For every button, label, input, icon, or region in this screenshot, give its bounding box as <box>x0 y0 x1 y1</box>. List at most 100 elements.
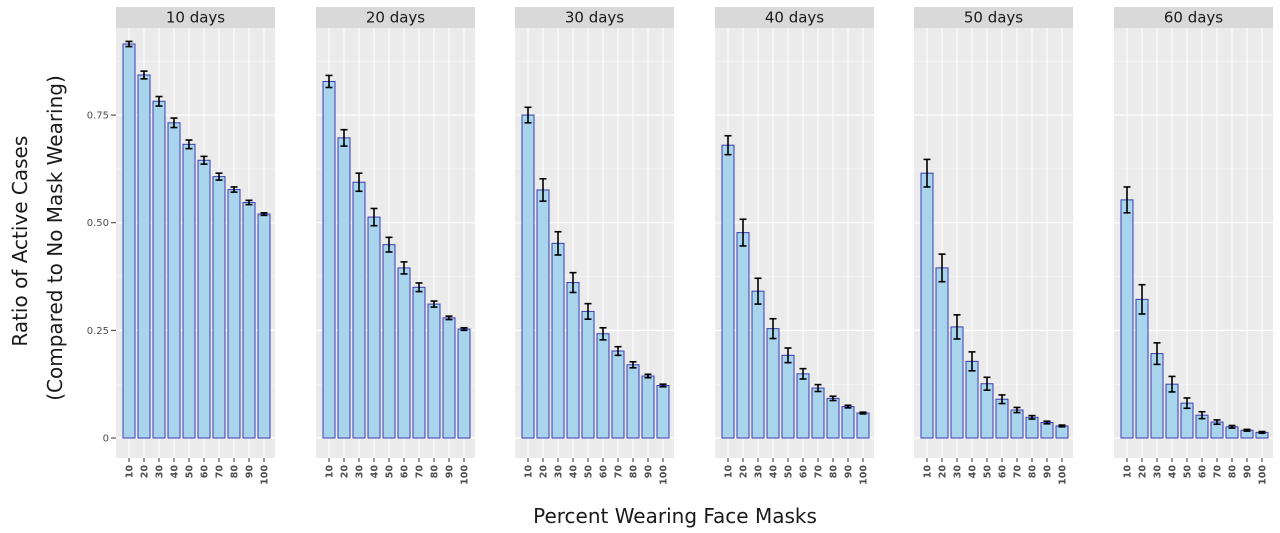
error-bar <box>799 367 807 380</box>
error-bar <box>245 199 253 206</box>
y-tick-label: 0 <box>103 434 109 445</box>
bar <box>337 137 351 439</box>
bar <box>322 80 336 439</box>
bar <box>212 176 226 439</box>
x-tick-label: 80 <box>430 465 441 479</box>
error-bar <box>1243 428 1251 432</box>
x-tick-label: 80 <box>829 465 840 479</box>
error-bar <box>769 317 777 340</box>
facet-strip-label: 40 days <box>765 9 824 27</box>
x-tick-label: 10 <box>724 465 735 479</box>
error-bar <box>814 383 822 393</box>
x-tick-label: 10 <box>524 465 535 479</box>
facet-strip-label: 30 days <box>565 9 624 27</box>
error-bar <box>968 351 976 372</box>
error-bar <box>1258 430 1266 435</box>
x-tick-label: 40 <box>370 465 381 479</box>
bar <box>856 412 870 439</box>
error-bar <box>784 347 792 364</box>
bar <box>980 383 994 439</box>
x-tick-label: 70 <box>814 465 825 479</box>
bar <box>781 354 795 439</box>
y-axis: 0 0.25 0.50 0.75 <box>87 111 116 445</box>
x-tick-label: 20 <box>140 465 151 479</box>
facet-panel: 40 days 10 20 30 40 50 60 70 80 90 100 <box>715 7 874 485</box>
x-tick-label: 40 <box>569 465 580 479</box>
error-bar <box>385 236 393 253</box>
error-bar <box>599 326 607 341</box>
error-bar <box>1028 414 1036 420</box>
bar <box>721 144 735 439</box>
bar <box>242 201 256 439</box>
error-bar <box>415 282 423 293</box>
bar <box>626 364 640 439</box>
x-tick-label: 50 <box>983 465 994 479</box>
x-tick-label: 30 <box>953 465 964 479</box>
x-tick-label: 90 <box>245 465 256 479</box>
bar <box>1055 425 1069 439</box>
x-tick-label: 60 <box>998 465 1009 479</box>
error-bar <box>460 326 468 332</box>
bar <box>457 328 471 439</box>
bar <box>656 384 670 439</box>
error-bar <box>215 172 223 181</box>
y-tick-label: 0.75 <box>87 111 109 122</box>
x-tick-label: 60 <box>200 465 211 479</box>
y-tick-label: 0.50 <box>87 218 109 229</box>
error-bar <box>1123 186 1131 214</box>
facet-strip <box>715 7 874 28</box>
facet-strip-label: 50 days <box>964 9 1023 27</box>
bar <box>1135 298 1149 439</box>
error-bar <box>155 95 163 107</box>
bar <box>965 360 979 439</box>
error-bar <box>260 211 268 217</box>
error-bar <box>724 134 732 156</box>
error-bar <box>739 218 747 247</box>
error-bar <box>1213 419 1221 426</box>
facet-panel: 10 days 10 20 30 40 50 60 70 80 90 100 <box>116 7 275 485</box>
x-tick-label: 80 <box>629 465 640 479</box>
error-bar <box>1058 424 1066 428</box>
facet-strip <box>515 7 674 28</box>
x-tick-label: 70 <box>1213 465 1224 479</box>
bar <box>811 387 825 439</box>
bar <box>611 350 625 439</box>
error-bar <box>923 158 931 188</box>
bar <box>1010 409 1024 439</box>
x-tick-label: 50 <box>185 465 196 479</box>
bar <box>1150 353 1164 439</box>
error-bar <box>584 302 592 320</box>
bar <box>536 189 550 439</box>
x-tick-label: 30 <box>355 465 366 479</box>
error-bar <box>355 172 363 193</box>
bar <box>935 267 949 439</box>
facet-strip <box>116 7 275 28</box>
error-bar <box>325 74 333 89</box>
error-bar <box>844 404 852 409</box>
error-bar <box>370 207 378 227</box>
error-bar <box>859 411 867 415</box>
bar <box>766 328 780 439</box>
x-tick-label: 10 <box>923 465 934 479</box>
facet-panel: 60 days 10 20 30 40 50 60 70 80 90 100 <box>1114 7 1273 485</box>
error-bar <box>200 155 208 165</box>
bar <box>397 267 411 439</box>
error-bar <box>953 314 961 340</box>
x-tick-label: 70 <box>1013 465 1024 479</box>
error-bar <box>185 139 193 150</box>
x-tick-label: 20 <box>938 465 949 479</box>
error-bar <box>230 186 238 193</box>
x-tick-label: 30 <box>554 465 565 479</box>
error-bar <box>1153 342 1161 366</box>
x-tick-label: 90 <box>644 465 655 479</box>
x-tick-label: 20 <box>1138 465 1149 479</box>
bar <box>751 290 765 439</box>
x-tick-label: 40 <box>769 465 780 479</box>
bar <box>197 159 211 439</box>
bar <box>596 333 610 439</box>
bar <box>1040 421 1054 439</box>
error-bar <box>659 383 667 388</box>
x-tick-label: 30 <box>754 465 765 479</box>
